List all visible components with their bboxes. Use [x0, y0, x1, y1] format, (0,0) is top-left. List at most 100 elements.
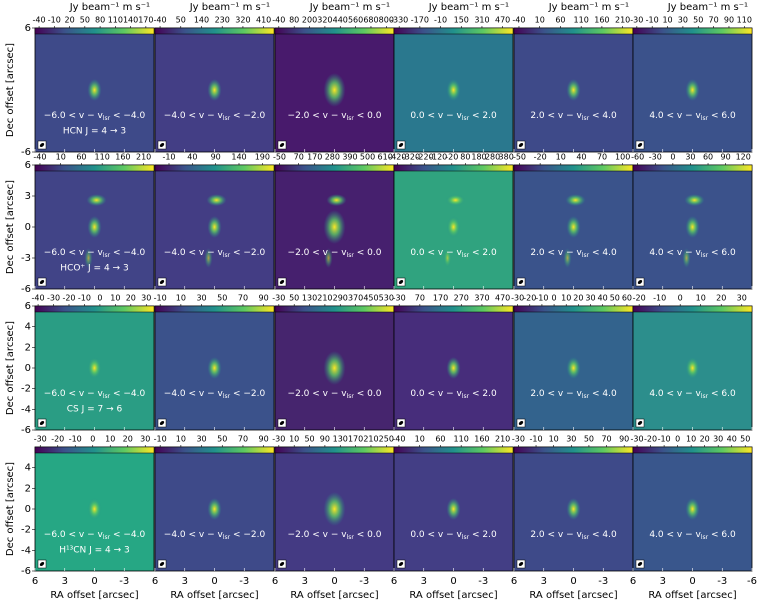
colorbar-tick-label: -20: [445, 153, 458, 162]
colorbar-tick-label: 170: [307, 153, 322, 162]
colorbar-tick-label: 180: [471, 153, 486, 162]
channel-text: < 4.0: [589, 389, 617, 399]
channel-text: −4.0 < v − v: [164, 530, 224, 540]
colorbar-tick-label: 110: [574, 16, 589, 25]
x-axis-label: RA offset [arcsec]: [409, 590, 497, 601]
colorbar-tick-label: 10: [110, 294, 120, 303]
y-tick-label: 2: [25, 342, 31, 353]
colorbar-unit: Jy beam⁻¹ m s⁻¹: [548, 2, 629, 13]
y-tick-label: 4: [25, 463, 31, 474]
channel-text: < −2.0: [230, 389, 265, 399]
colorbar-tick-label: -220: [416, 153, 434, 162]
channel-text: < −4.0: [110, 111, 145, 121]
channel-text: −6.0 < v − v: [44, 389, 104, 399]
x-tick-label: 3: [541, 576, 547, 587]
colorbar-tick-label: 10: [556, 153, 566, 162]
colorbar-tick-label: 110: [95, 153, 110, 162]
channel-sub: lsr: [223, 252, 231, 259]
colorbar-unit: Jy beam⁻¹ m s⁻¹: [428, 2, 509, 13]
channel-sub: lsr: [582, 393, 590, 400]
emission: [563, 248, 572, 268]
colorbar-tick-label: 210: [136, 153, 151, 162]
colorbar-tick-label: 110: [737, 16, 752, 25]
channel-label: −4.0 < v − vlsr < −2.0: [164, 248, 266, 260]
channel-label: −2.0 < v − vlsr < 0.0: [288, 389, 382, 401]
colorbar-tick-label: -10: [154, 435, 167, 444]
colorbar-tick-label: 50: [584, 435, 594, 444]
channel-text: 4.0 < v − v: [649, 389, 701, 399]
channel-label: 0.0 < v − vlsr < 2.0: [410, 389, 497, 401]
colorbar-tick-label: 200: [302, 16, 317, 25]
colorbar-tick-label: 90: [211, 153, 221, 162]
y-tick-label: 4: [25, 322, 31, 333]
colorbar-tick-label: 20: [716, 294, 726, 303]
channel-sub: lsr: [223, 115, 231, 122]
colorbar-tick-label: 90: [259, 435, 269, 444]
channel-text: < 2.0: [469, 248, 497, 258]
channel-text: 0.0 < v − v: [410, 248, 462, 258]
colorbar-unit: Jy beam⁻¹ m s⁻¹: [667, 2, 748, 13]
colorbar-tick-label: 680: [363, 16, 378, 25]
colorbar-tick-label: 10: [662, 16, 672, 25]
channel-text: < −2.0: [230, 530, 265, 540]
colorbar-tick-label: 170: [138, 16, 153, 25]
beam: [398, 279, 404, 285]
beam: [637, 561, 643, 567]
y-axis-label: Dec offset [arcsec]: [5, 321, 16, 415]
colorbar-tick-label: 70: [294, 153, 304, 162]
colorbar-tick-label: 60: [703, 153, 713, 162]
colorbar-tick-label: 0: [90, 435, 95, 444]
x-tick-label: -3: [119, 576, 129, 587]
channel-text: −4.0 < v − v: [164, 248, 224, 258]
colorbar-tick-label: 40: [727, 435, 737, 444]
colorbar: [393, 27, 514, 35]
colorbar-tick-label: 10: [686, 435, 696, 444]
channel-label: 4.0 < v − vlsr < 6.0: [649, 389, 736, 401]
colorbar-tick-label: -50: [273, 153, 286, 162]
colorbar-tick-label: 70: [709, 16, 719, 25]
x-tick-label: -3: [359, 576, 369, 587]
colorbar-tick-label: 470: [495, 294, 510, 303]
colorbar-tick-label: -320: [402, 153, 420, 162]
x-tick-label: -3: [598, 576, 608, 587]
y-axis-label: Dec offset [arcsec]: [5, 180, 16, 274]
colorbar-tick-label: -30: [272, 294, 285, 303]
y-tick-label: 6: [25, 23, 31, 34]
channel-text: < −4.0: [110, 530, 145, 540]
x-tick-label: 6: [32, 576, 38, 587]
colorbar-tick-label: 90: [724, 16, 734, 25]
colorbar-tick-label: 30: [713, 435, 723, 444]
colorbar-tick-label: 40: [598, 294, 608, 303]
channel-sub: lsr: [582, 534, 590, 541]
channel-text: 2.0 < v − v: [530, 530, 582, 540]
colorbar-tick-label: 190: [255, 153, 270, 162]
colorbar-tick-label: 160: [594, 16, 609, 25]
channel-text: < 0.0: [354, 111, 382, 121]
y-tick-label: 3: [25, 191, 31, 202]
x-tick-label: 0: [450, 576, 456, 587]
colorbar-tick-label: 140: [123, 16, 138, 25]
channel-text: −6.0 < v − v: [44, 248, 104, 258]
x-tick-label: 6: [272, 576, 278, 587]
colorbar-tick-label: 90: [320, 435, 330, 444]
colorbar-tick-label: -10: [162, 153, 175, 162]
colorbar-tick-label: 30: [566, 435, 576, 444]
y-tick-label: -4: [21, 545, 31, 556]
channel-label: 2.0 < v − vlsr < 4.0: [530, 389, 617, 401]
colorbar: [393, 305, 514, 313]
colorbar-tick-label: -30: [649, 153, 662, 162]
colorbar-tick-label: 90: [721, 153, 731, 162]
colorbar-tick-label: 530: [379, 294, 394, 303]
channel-text: < 4.0: [589, 111, 617, 121]
x-tick-label: 0: [689, 576, 695, 587]
colorbar-tick-label: 30: [737, 294, 747, 303]
x-tick-label: 3: [302, 576, 308, 587]
colorbar-tick-label: 110: [454, 435, 469, 444]
channel-text: −2.0 < v − v: [288, 530, 348, 540]
beam: [279, 561, 285, 567]
x-tick-label: 0: [211, 576, 217, 587]
colorbar: [274, 446, 395, 454]
colorbar-tick-label: -10: [658, 435, 671, 444]
emission: [684, 194, 705, 207]
channel-text: 2.0 < v − v: [530, 248, 582, 258]
